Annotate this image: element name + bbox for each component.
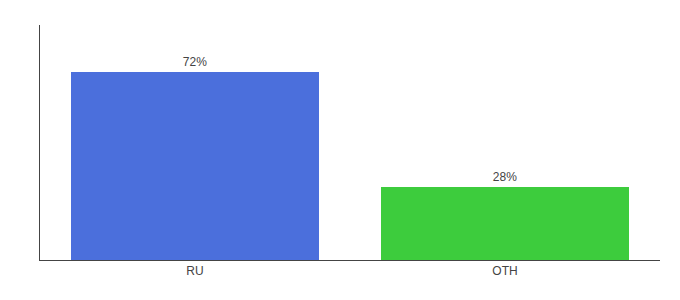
svg-text:28%: 28%: [493, 170, 517, 184]
svg-text:RU: RU: [186, 264, 203, 278]
svg-text:72%: 72%: [183, 55, 207, 69]
svg-text:OTH: OTH: [492, 264, 517, 278]
